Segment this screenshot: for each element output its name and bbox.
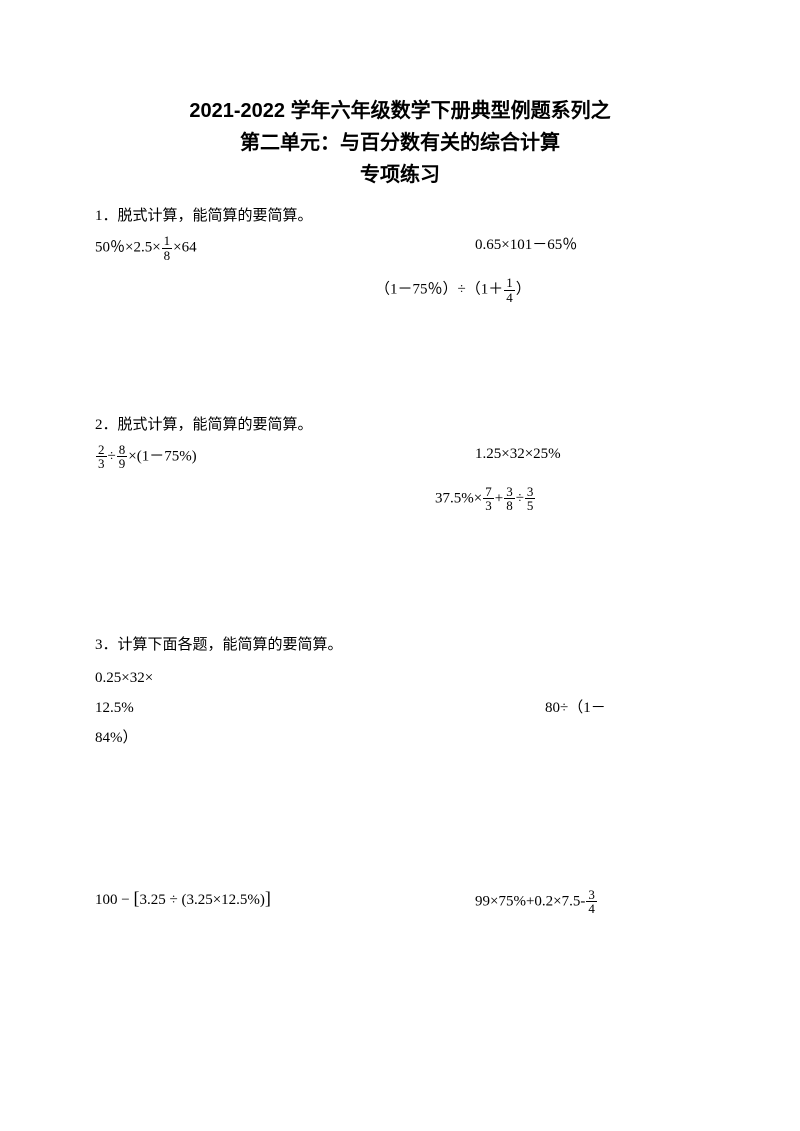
bracket-close: ]: [265, 888, 271, 908]
q2-p2: 1.25×32×25%: [475, 443, 561, 466]
q3-line1: 0.25×32×: [95, 663, 705, 693]
frac-num: 3: [504, 485, 515, 500]
q2-p3-left: 37.5%×: [435, 490, 482, 506]
q2-p1-rest: ×(1－75%): [128, 448, 196, 464]
q3-line3: 84%）: [95, 723, 705, 753]
q2-p1: 23÷89×(1－75%): [95, 443, 197, 471]
q2-p1-frac1: 23: [96, 443, 107, 471]
q4-row: 100 − [3.25 ÷ (3.25×12.5%)] 99×75%+0.2×7…: [95, 888, 705, 909]
frac-num: 7: [483, 485, 494, 500]
frac-num: 1: [504, 276, 515, 291]
q1-p1-left: 50％×2.5×: [95, 240, 161, 256]
q4-p1-bracket: [3.25 ÷ (3.25×12.5%)]: [133, 892, 270, 908]
frac-den: 4: [504, 291, 515, 305]
q1-p3: （1－75％）÷（1＋14）: [95, 276, 705, 304]
q3-line2-left: 12.5%: [95, 700, 134, 716]
q2-p3-f1: 73: [483, 485, 494, 513]
q1-p3-left: （1－75％）÷（1＋: [375, 282, 503, 298]
q3-line2: 12.5% 80÷（1－: [95, 693, 705, 723]
q1-p1-right: ×64: [173, 240, 196, 256]
frac-den: 3: [96, 457, 107, 471]
q2-p3-m2: ÷: [516, 490, 524, 506]
frac-den: 9: [117, 457, 128, 471]
q1-p1: 50％×2.5×18×64: [95, 234, 197, 262]
frac-num: 1: [162, 234, 173, 249]
q4-p1-inner: 3.25 ÷ (3.25×12.5%): [139, 892, 264, 908]
q1-p3-frac: 14: [504, 276, 515, 304]
frac-den: 8: [504, 499, 515, 513]
frac-num: 3: [586, 888, 597, 903]
question-2-label: 2．脱式计算，能简算的要简算。: [95, 412, 705, 439]
frac-num: 2: [96, 443, 107, 458]
q2-p1-frac2: 89: [117, 443, 128, 471]
page-title: 2021-2022 学年六年级数学下册典型例题系列之: [95, 95, 705, 127]
q2-p1-op1: ÷: [108, 448, 116, 464]
q1-p2: 0.65×101－65％: [475, 234, 577, 257]
frac-den: 4: [586, 902, 597, 916]
q2-p3: 37.5%×73+38÷35: [435, 485, 536, 513]
frac-den: 8: [162, 249, 173, 263]
frac-den: 5: [525, 499, 536, 513]
spacer: [95, 305, 705, 410]
question-1-label: 1．脱式计算，能简算的要简算。: [95, 203, 705, 230]
q4-p2-frac: 34: [586, 888, 597, 916]
q3-line2-right: 80÷（1－: [545, 693, 606, 723]
q2-p3-f3: 35: [525, 485, 536, 513]
question-3-label: 3．计算下面各题，能简算的要简算。: [95, 632, 705, 659]
q4-p1: 100 − [3.25 ÷ (3.25×12.5%)]: [95, 888, 271, 909]
section-label: 专项练习: [95, 159, 705, 191]
frac-num: 8: [117, 443, 128, 458]
q2-row1: 23÷89×(1－75%) 1.25×32×25%: [95, 443, 705, 471]
q4-p1-left: 100 −: [95, 892, 130, 908]
spacer: [95, 753, 705, 888]
q2-p3-f2: 38: [504, 485, 515, 513]
page-subtitle: 第二单元：与百分数有关的综合计算: [95, 127, 705, 159]
frac-num: 3: [525, 485, 536, 500]
spacer: [95, 485, 705, 630]
q4-p2-left: 99×75%+0.2×7.5-: [475, 893, 585, 909]
q3-block: 0.25×32× 12.5% 80÷（1－ 84%）: [95, 663, 705, 753]
q1-p1-frac: 18: [162, 234, 173, 262]
q1-p3-right: ）: [516, 282, 531, 298]
frac-den: 3: [483, 499, 494, 513]
q4-p2: 99×75%+0.2×7.5-34: [475, 888, 598, 916]
q2-p3-m1: +: [495, 490, 503, 506]
q1-row1: 50％×2.5×18×64 0.65×101－65％: [95, 234, 705, 262]
